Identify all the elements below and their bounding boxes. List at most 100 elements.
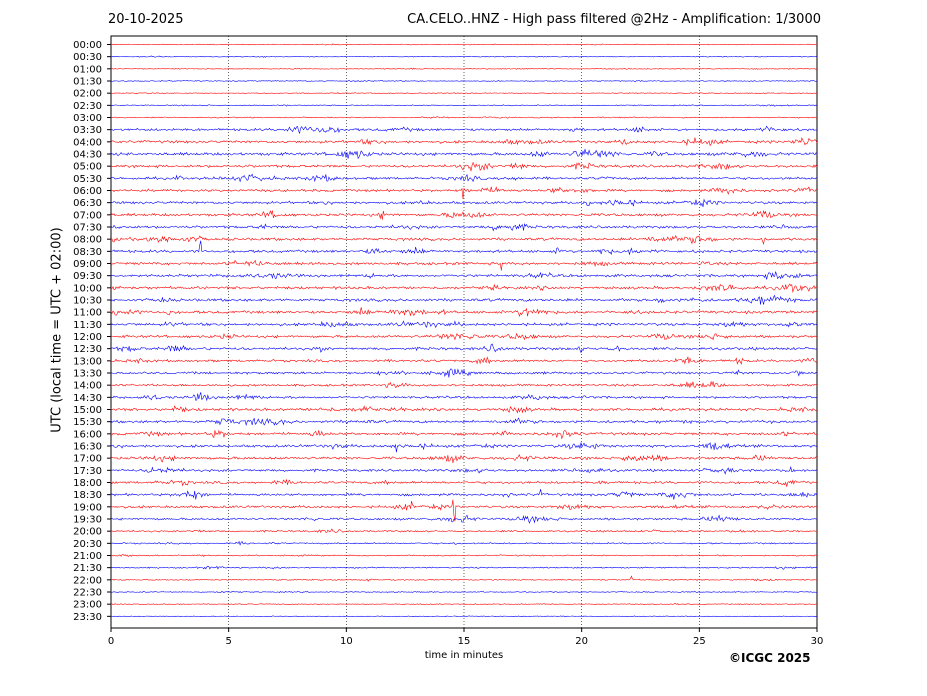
seismic-trace	[110, 479, 818, 487]
seismic-trace	[110, 603, 818, 606]
copyright-label: ©ICGC 2025	[729, 651, 811, 665]
y-tick-label: 07:30	[73, 223, 102, 234]
x-tick-label: 20	[575, 636, 588, 647]
seismic-trace	[110, 235, 818, 245]
seismic-trace	[110, 43, 818, 46]
y-tick-label: 05:30	[73, 174, 102, 185]
y-tick-label: 16:30	[73, 442, 102, 453]
seismic-trace	[110, 442, 818, 453]
x-tick-label: 5	[225, 636, 231, 647]
seismic-trace	[110, 540, 818, 546]
seismic-trace	[110, 368, 818, 378]
y-tick-label: 13:00	[73, 356, 102, 367]
seismic-trace	[110, 161, 818, 172]
seismic-trace	[110, 590, 818, 594]
y-tick-label: 09:30	[73, 271, 102, 282]
seismic-trace	[110, 489, 818, 500]
seismic-trace	[110, 615, 818, 618]
seismic-trace	[110, 198, 818, 207]
y-tick-label: 05:00	[73, 162, 102, 173]
y-tick-label: 02:00	[73, 89, 102, 100]
plot-frame	[110, 35, 818, 629]
y-tick-label: 12:00	[73, 332, 102, 343]
y-tick-label: 01:00	[73, 64, 102, 75]
x-tick-label: 0	[108, 636, 114, 647]
seismic-trace	[110, 429, 818, 440]
y-tick-label: 02:30	[73, 101, 102, 112]
y-tick-label: 17:00	[73, 454, 102, 465]
seismic-trace	[110, 223, 818, 232]
seismic-trace	[110, 92, 818, 95]
x-tick-label: 25	[693, 636, 706, 647]
seismic-trace	[110, 514, 818, 524]
y-tick-label: 10:00	[73, 283, 102, 294]
seismic-trace	[110, 575, 818, 582]
y-tick-label: 14:00	[73, 381, 102, 392]
y-tick-label: 10:30	[73, 296, 102, 307]
seismic-trace	[110, 554, 818, 558]
x-tick-label: 10	[340, 636, 353, 647]
seismic-trace	[110, 392, 818, 402]
y-tick-label: 14:30	[73, 393, 102, 404]
seismic-trace	[110, 137, 818, 147]
seismic-trace	[110, 380, 818, 389]
seismic-trace	[110, 271, 818, 280]
y-tick-label: 18:30	[73, 490, 102, 501]
chart-title: CA.CELO..HNZ - High pass filtered @2Hz -…	[407, 12, 821, 27]
seismic-trace	[110, 186, 818, 200]
x-tick-label: 15	[458, 636, 471, 647]
y-tick-label: 21:30	[73, 563, 102, 574]
y-tick-label: 11:30	[73, 320, 102, 331]
seismic-trace	[110, 332, 818, 341]
seismic-trace	[110, 259, 818, 271]
seismic-trace	[110, 104, 818, 107]
seismic-trace	[110, 210, 818, 220]
y-tick-label: 08:00	[73, 235, 102, 246]
y-tick-label: 15:30	[73, 417, 102, 428]
seismic-trace	[110, 465, 818, 475]
seismic-trace	[110, 148, 818, 160]
seismic-trace	[110, 79, 818, 83]
seismic-trace	[110, 320, 818, 329]
y-tick-label: 23:00	[73, 600, 102, 611]
y-tick-label: 16:00	[73, 429, 102, 440]
y-tick-label: 19:00	[73, 502, 102, 513]
chart-date: 20-10-2025	[108, 12, 184, 27]
y-tick-label: 04:30	[73, 150, 102, 161]
seismic-trace	[110, 173, 818, 183]
y-tick-label: 15:00	[73, 405, 102, 416]
y-tick-label: 03:30	[73, 125, 102, 136]
y-tick-label: 12:30	[73, 344, 102, 355]
seismic-trace	[110, 307, 818, 318]
y-tick-label: 01:30	[73, 77, 102, 88]
y-tick-label: 03:00	[73, 113, 102, 124]
seismic-trace	[110, 355, 818, 365]
y-tick-label: 22:00	[73, 575, 102, 586]
seismic-trace	[110, 55, 818, 58]
seismic-trace	[110, 454, 818, 463]
y-tick-label: 04:00	[73, 137, 102, 148]
y-tick-label: 09:00	[73, 259, 102, 270]
y-tick-label: 18:00	[73, 478, 102, 489]
seismic-trace	[110, 499, 818, 522]
y-tick-label: 00:30	[73, 52, 102, 63]
seismic-trace	[110, 125, 818, 135]
x-tick-label: 30	[811, 636, 824, 647]
y-tick-label: 13:30	[73, 369, 102, 380]
y-tick-label: 21:00	[73, 551, 102, 562]
seismic-trace	[110, 240, 818, 256]
seismic-trace	[110, 67, 818, 70]
y-tick-label: 06:00	[73, 186, 102, 197]
y-tick-label: 06:30	[73, 198, 102, 209]
y-tick-label: 20:30	[73, 539, 102, 550]
y-tick-label: 00:00	[73, 40, 102, 51]
seismic-trace	[110, 528, 818, 534]
seismic-trace	[110, 116, 818, 119]
y-tick-label: 08:30	[73, 247, 102, 258]
seismic-trace	[110, 405, 818, 414]
seismic-trace	[110, 343, 818, 354]
x-axis-label: time in minutes	[424, 650, 504, 661]
y-tick-label: 23:30	[73, 612, 102, 623]
y-tick-label: 07:00	[73, 210, 102, 221]
